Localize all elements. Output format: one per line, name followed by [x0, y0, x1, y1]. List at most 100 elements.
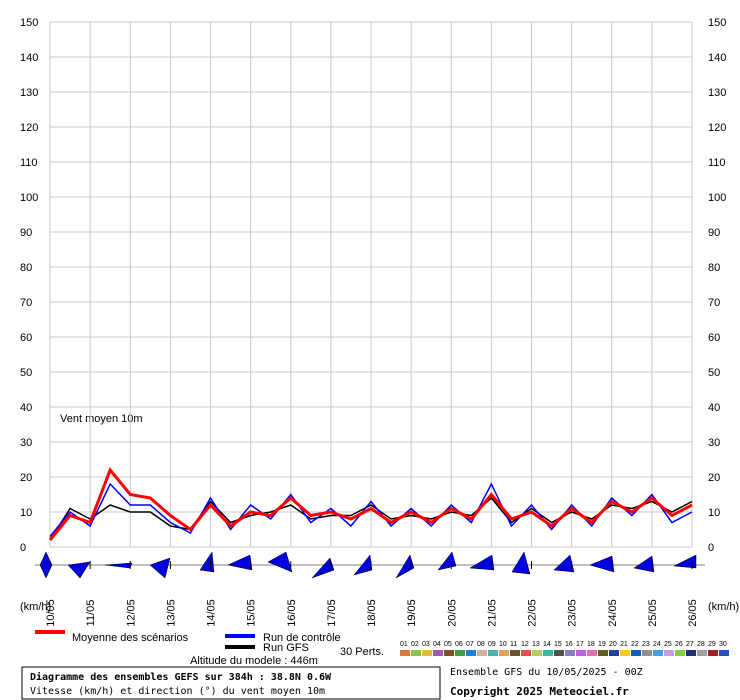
y-tick-label: 110: [708, 157, 726, 169]
x-tick-label: 26/05: [687, 599, 699, 627]
perturbation-label: 11: [510, 641, 517, 648]
perturbation-swatch: [587, 650, 597, 656]
perturbation-label: 05: [444, 641, 452, 648]
perturbation-label: 02: [411, 641, 419, 648]
perturbation-label: 26: [675, 641, 683, 648]
perturbation-label: 09: [488, 641, 496, 648]
perturbation-swatch: [543, 650, 553, 656]
perturbation-label: 21: [620, 641, 628, 648]
perturbation-swatch: [455, 650, 465, 656]
wind-rose: [39, 551, 53, 579]
y-tick-label: 100: [20, 192, 38, 204]
y-tick-label: 70: [708, 297, 720, 309]
y-tick-label: 40: [708, 402, 720, 414]
wind-rose: [395, 554, 415, 579]
unit-label: (km/h): [708, 601, 739, 613]
perturbation-swatch: [708, 650, 718, 656]
title-box: [21, 666, 441, 700]
x-tick-label: 20/05: [446, 599, 458, 627]
perturbation-label: 17: [576, 641, 584, 648]
perturbation-label: 14: [543, 641, 551, 648]
wind-roses: [35, 551, 705, 579]
y-tick-label: 40: [20, 402, 32, 414]
y-tick-label: 150: [20, 17, 38, 29]
perturbation-label: 16: [565, 641, 573, 648]
y-tick-label: 80: [20, 262, 32, 274]
perturbation-swatch: [565, 650, 575, 656]
y-tick-label: 100: [708, 192, 726, 204]
perturbations-label: 30 Perts.: [340, 646, 384, 658]
perturbation-swatch: [510, 650, 520, 656]
y-tick-label: 0: [20, 542, 26, 554]
perturbation-label: 29: [708, 641, 716, 648]
x-tick-label: 23/05: [567, 599, 579, 627]
footer-title: Diagramme des ensembles GEFS sur 384h : …: [30, 671, 332, 683]
wind-rose: [67, 561, 91, 579]
y-tick-label: 120: [708, 122, 726, 134]
perturbation-label: 07: [466, 641, 474, 648]
perturbation-swatch: [521, 650, 531, 656]
wind-rose: [267, 551, 293, 573]
y-tick-label: 60: [708, 332, 720, 344]
y-tick-label: 10: [20, 507, 32, 519]
perturbation-swatch: [477, 650, 487, 656]
wind-rose: [311, 557, 335, 579]
perturbation-label: 18: [587, 641, 595, 648]
y-tick-label: 140: [708, 52, 726, 64]
perturbation-swatch: [653, 650, 663, 656]
y-tick-label: 20: [20, 472, 32, 484]
wind-rose: [469, 554, 495, 571]
perturbation-label: 08: [477, 641, 485, 648]
perturbation-swatch: [444, 650, 454, 656]
y-tick-label: 150: [708, 17, 726, 29]
x-tick-label: 19/05: [406, 599, 418, 627]
perturbation-swatch: [532, 650, 542, 656]
perturbation-swatch: [686, 650, 696, 656]
perturbation-label: 30: [719, 641, 727, 648]
x-tick-label: 14/05: [206, 599, 218, 627]
wind-rose: [589, 555, 615, 573]
footer-subtitle: Vitesse (km/h) et direction (°) du vent …: [30, 686, 325, 697]
perturbation-swatch: [697, 650, 707, 656]
perturbation-swatch: [488, 650, 498, 656]
y-tick-label: 50: [20, 367, 32, 379]
wind-rose: [104, 562, 133, 569]
wind-rose: [633, 555, 655, 573]
perturbation-swatch: [598, 650, 608, 656]
x-tick-label: 25/05: [647, 599, 659, 627]
x-tick-label: 17/05: [326, 599, 338, 627]
y-tick-label: 50: [708, 367, 720, 379]
legend-label: Run de contrôle: [263, 632, 341, 644]
perturbation-swatch: [664, 650, 674, 656]
perturbation-swatch: [400, 650, 410, 656]
perturbation-label: 27: [686, 641, 694, 648]
perturbation-label: 06: [455, 641, 463, 648]
x-tick-label: 10/05: [45, 599, 57, 627]
perturbation-label: 25: [664, 641, 672, 648]
y-tick-label: 130: [20, 87, 38, 99]
series-line: [48, 467, 693, 541]
perturbation-label: 22: [631, 641, 639, 648]
perturbation-label: 15: [554, 641, 562, 648]
perturbation-label: 28: [697, 641, 705, 648]
y-tick-label: 140: [20, 52, 38, 64]
ensemble-info: Ensemble GFS du 10/05/2025 - 00Z: [450, 667, 643, 678]
legend-label: Moyenne des scénarios: [72, 632, 189, 644]
perturbation-label: 20: [609, 641, 617, 648]
perturbation-swatch: [411, 650, 421, 656]
perturbation-swatch: [576, 650, 586, 656]
perturbation-label: 19: [598, 641, 606, 648]
wind-rose: [673, 554, 697, 569]
y-tick-label: 90: [708, 227, 720, 239]
perturbation-swatch: [554, 650, 564, 656]
y-tick-label: 60: [20, 332, 32, 344]
perturbation-label: 24: [653, 641, 661, 648]
perturbation-label: 13: [532, 641, 540, 648]
x-tick-label: 16/05: [286, 599, 298, 627]
y-tick-label: 30: [708, 437, 720, 449]
wind-rose: [149, 557, 171, 579]
perturbation-swatch: [719, 650, 729, 656]
perturbation-label: 23: [642, 641, 650, 648]
perturbation-swatch: [422, 650, 432, 656]
